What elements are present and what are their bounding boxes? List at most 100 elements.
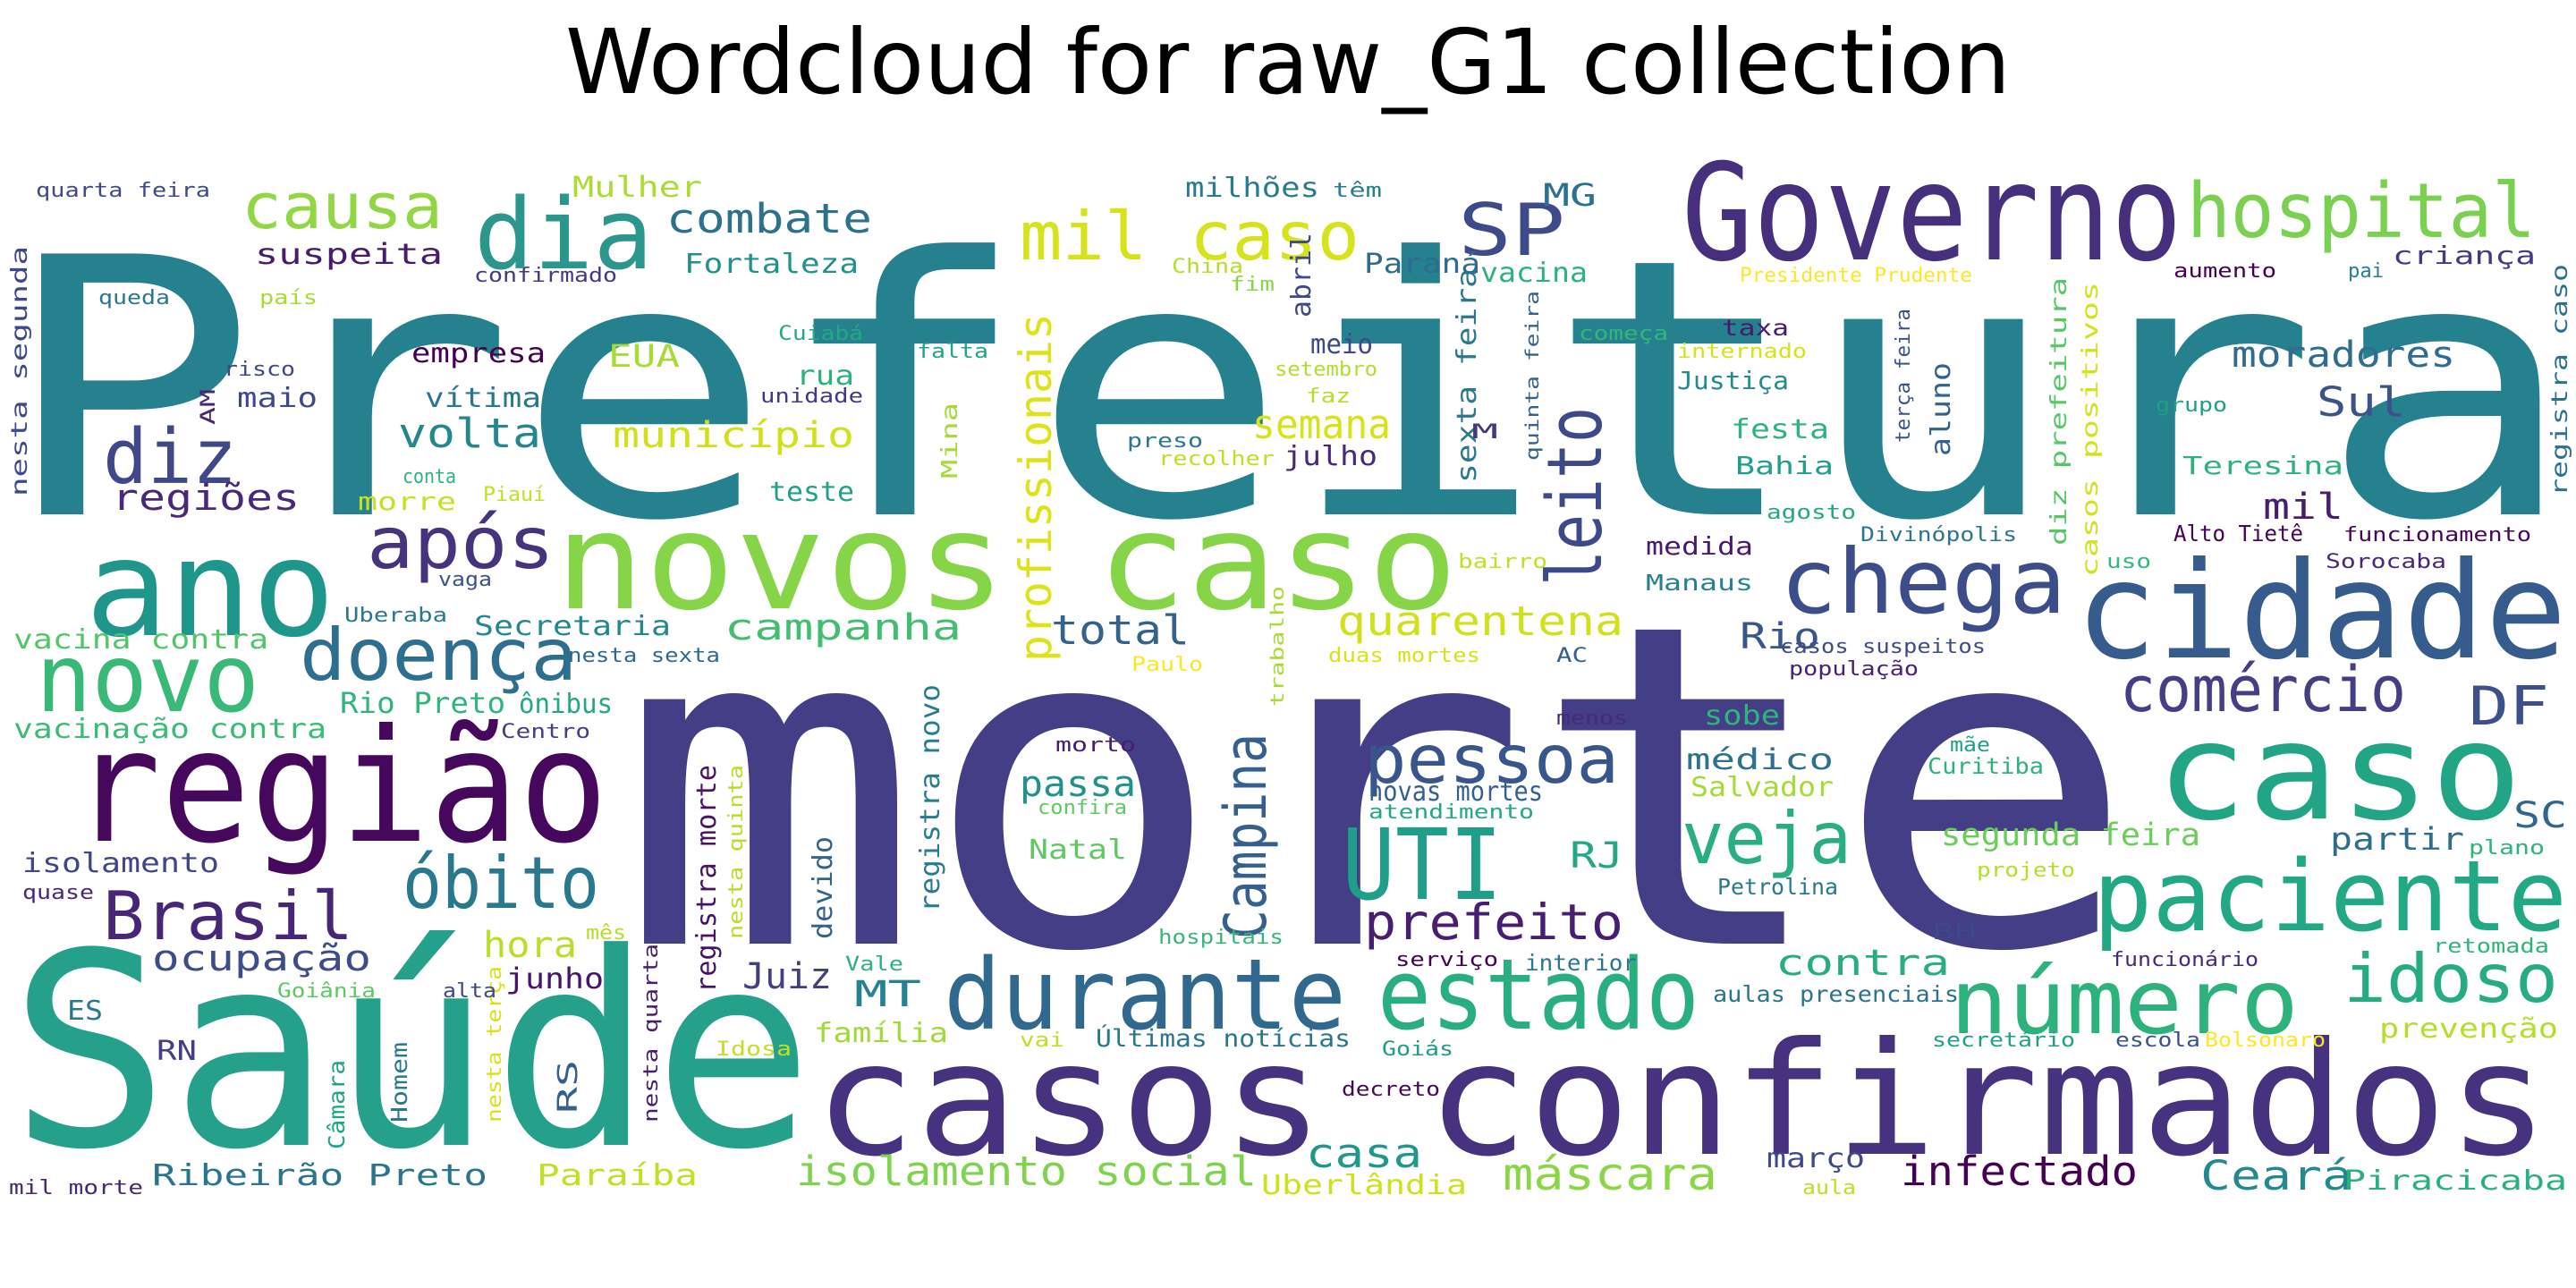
cloud-word: começa (1579, 323, 1668, 345)
cloud-word: empresa (411, 338, 546, 369)
cloud-word: RN (157, 1036, 197, 1067)
cloud-word: casos confirmados (814, 1010, 2549, 1191)
cloud-word: terça feira (1893, 309, 1915, 443)
cloud-word: Idosa (716, 1038, 792, 1061)
cloud-word: contra (1775, 943, 1950, 984)
cloud-word: Salvador (1690, 772, 1834, 803)
cloud-word: morto (1055, 734, 1136, 757)
cloud-word: vaga (438, 569, 492, 591)
cloud-word: novo (36, 624, 259, 733)
cloud-word: abril (1286, 233, 1318, 318)
cloud-word: março (1767, 1143, 1865, 1174)
cloud-word: combate (666, 195, 872, 242)
cloud-word: Últimas notícias (1096, 1024, 1351, 1053)
cloud-word: Sul (2317, 378, 2406, 426)
cloud-word: estado (1377, 937, 1699, 1052)
cloud-word: Rio (1740, 616, 1820, 657)
cloud-word: conta (402, 466, 456, 488)
cloud-word: internado (1677, 341, 1807, 363)
cloud-word: RJ (1570, 835, 1623, 877)
cloud-word: casos positivos (2077, 282, 2103, 577)
cloud-word: Teresina (2182, 451, 2343, 480)
cloud-word: cidade (2075, 534, 2567, 690)
cloud-word: médico (1686, 742, 1834, 776)
cloud-word: confirmado (474, 265, 617, 287)
cloud-word: SP (1458, 189, 1565, 272)
cloud-word: Fortaleza (684, 249, 859, 280)
cloud-word: sobe (1704, 700, 1780, 732)
cloud-word: quarentena (1337, 597, 1623, 645)
cloud-word: durante (944, 937, 1346, 1052)
cloud-word: pessoa (1364, 720, 1619, 799)
cloud-word: unidade (760, 386, 863, 408)
cloud-word: Brasil (103, 877, 353, 955)
cloud-word: nesta quarta (640, 944, 663, 1123)
cloud-word: Campina (1213, 733, 1280, 939)
chart-title: Wordcloud for raw_G1 collection (565, 10, 2011, 114)
cloud-word: registra caso (2546, 264, 2572, 496)
cloud-word: Uberaba (344, 605, 447, 627)
cloud-word: doença (300, 614, 577, 697)
cloud-word: diz (103, 413, 237, 502)
cloud-word: Bolsonaro (2205, 1030, 2326, 1052)
cloud-word: Bahia (1735, 451, 1834, 480)
cloud-word: profissionais (1010, 313, 1062, 662)
cloud-word: setembro (1275, 359, 1377, 381)
cloud-word: segunda feira (1941, 818, 2200, 853)
cloud-word: nesta terça (484, 966, 506, 1123)
cloud-word: MG (1543, 178, 1597, 214)
cloud-word: leito (1531, 407, 1620, 586)
cloud-word: funcionamento (2343, 524, 2531, 547)
cloud-word: sexta feira (1452, 268, 1483, 483)
cloud-word: julho (1284, 441, 1377, 472)
cloud-word: passa (1020, 764, 1136, 805)
cloud-word: hospital (2187, 167, 2536, 256)
cloud-word: Ceará (2200, 1152, 2352, 1199)
cloud-word: regiões (112, 478, 300, 519)
cloud-word: ocupação (152, 938, 371, 979)
cloud-word: novas mortes (1368, 776, 1543, 808)
cloud-word: Mulher (572, 170, 702, 204)
cloud-word: faz (1306, 386, 1351, 408)
cloud-word: interior (1525, 950, 1637, 976)
cloud-word: óbito (402, 842, 599, 925)
cloud-word: vacina (1480, 258, 1588, 289)
cloud-word: Curitiba (1928, 753, 2044, 779)
cloud-word: alta (443, 980, 496, 1003)
cloud-word: campanha (724, 607, 962, 648)
cloud-word: mil caso (1020, 197, 1360, 275)
cloud-word: Natal (1029, 835, 1127, 866)
cloud-word: retomada (2433, 936, 2549, 958)
cloud-word: aula (1802, 1177, 1856, 1199)
cloud-word: mil morte (9, 1177, 143, 1199)
cloud-word: Paraná (1364, 249, 1480, 280)
cloud-word: mil (2263, 487, 2343, 528)
cloud-word: Mina (936, 402, 962, 479)
cloud-word: após (367, 502, 555, 585)
cloud-word: medida (1646, 531, 1753, 561)
cloud-word: dia (474, 177, 653, 292)
cloud-word: AC (1556, 645, 1588, 667)
cloud-word: rua (796, 360, 854, 392)
cloud-word: Goiás (1382, 1038, 1453, 1061)
cloud-word: caso (2156, 695, 2522, 851)
cloud-word: Goiânia (277, 980, 376, 1003)
cloud-word: UTI (1342, 808, 1503, 922)
cloud-word: Sorocaba (2326, 551, 2446, 573)
cloud-word: plano (2469, 837, 2545, 860)
cloud-word: pai (2348, 260, 2384, 283)
cloud-word: semana (1252, 401, 1391, 448)
cloud-word: criança (2393, 241, 2536, 270)
cloud-word: diz prefeitura (2046, 277, 2072, 546)
cloud-word: funcionário (2111, 949, 2258, 971)
cloud-word: recolher (1158, 448, 1275, 470)
cloud-word: ES (67, 996, 103, 1027)
cloud-word: paciente (2093, 839, 2567, 953)
cloud-word: idoso (2343, 939, 2558, 1018)
cloud-word: quarta feira (36, 180, 210, 202)
cloud-word: morre (358, 487, 456, 516)
cloud-word: família (814, 1018, 948, 1049)
cloud-word: quase (22, 882, 94, 904)
cloud-word: novos caso (555, 485, 1458, 640)
